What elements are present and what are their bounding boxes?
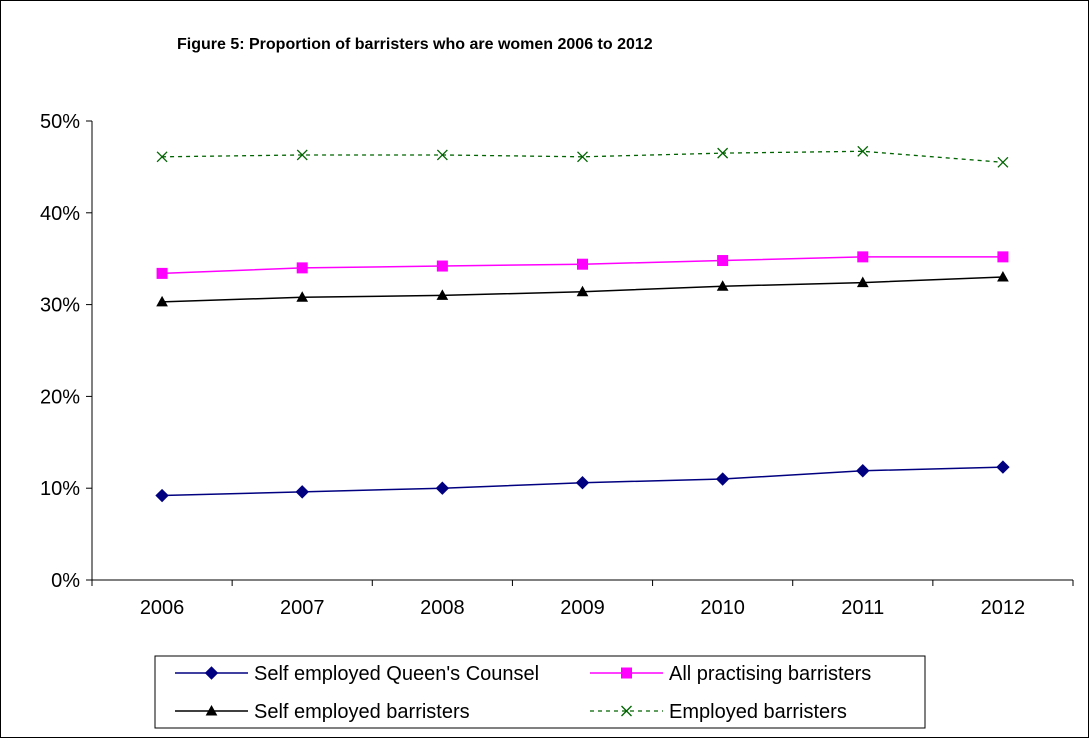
data-point-self-employed-queen-s-counsel <box>155 488 169 503</box>
data-point-self-employed-queen-s-counsel <box>435 481 450 495</box>
axes: 0% 10% 20% 30% 40% 50% 2006 2007 2008 2009 2010 201… <box>40 111 1074 619</box>
x-tick-label: 2010 <box>700 597 745 619</box>
data-point-self-employed-barristers <box>856 276 869 288</box>
y-tick-label: 50% <box>40 111 80 133</box>
data-point-self-employed-barristers <box>156 295 168 307</box>
x-tick-label: 2011 <box>841 597 884 619</box>
legend-entry-self-employed-barristers: Self employed barristers <box>175 701 470 723</box>
data-point-self-employed-barristers <box>296 291 309 302</box>
data-point-all-practising-barristers <box>436 260 448 272</box>
y-tick-label: 20% <box>40 386 80 408</box>
legend-marker <box>204 666 219 680</box>
data-point-employed-barristers <box>156 151 168 163</box>
data-point-all-practising-barristers <box>857 251 869 263</box>
legend-box <box>154 655 926 729</box>
data-point-self-employed-queen-s-counsel <box>856 464 870 478</box>
data-point-all-practising-barristers <box>577 258 588 270</box>
series-all-practising-barristers <box>156 251 1009 279</box>
data-point-all-practising-barristers <box>156 267 168 279</box>
marker-stroke <box>577 151 588 163</box>
x-tick-label: 2012 <box>981 597 1026 619</box>
data-point-employed-barristers <box>436 149 448 161</box>
series-self-employed-barristers <box>156 271 1009 307</box>
x-tick-label: 2008 <box>420 597 465 619</box>
legend-label: Employed barristers <box>669 701 847 723</box>
marker-stroke <box>436 149 448 161</box>
data-point-employed-barristers <box>577 151 588 163</box>
marker-stroke <box>621 705 632 717</box>
data-point-self-employed-queen-s-counsel <box>295 485 309 499</box>
y-tick-label: 40% <box>40 203 80 225</box>
legend-entry-all-practising-barristers: All practising barristers <box>590 663 871 685</box>
marker-stroke <box>997 156 1009 168</box>
legend-entry-employed-barristers: Employed barristers <box>590 701 847 723</box>
x-tick-label: 2006 <box>140 597 185 619</box>
data-point-all-practising-barristers <box>997 251 1009 263</box>
legend-label: All practising barristers <box>669 663 871 685</box>
legend: Self employed Queen's Counsel All practis… <box>154 655 926 729</box>
series-employed-barristers <box>156 145 1009 168</box>
y-tick-label: 0% <box>51 570 80 592</box>
marker-stroke <box>296 149 308 161</box>
marker-stroke <box>857 145 869 157</box>
legend-marker <box>621 705 632 717</box>
data-point-self-employed-barristers <box>997 271 1009 282</box>
legend-label: Self employed Queen's Counsel <box>254 663 539 685</box>
data-point-employed-barristers <box>997 156 1009 168</box>
data-point-all-practising-barristers <box>717 255 729 267</box>
x-tick-label: 2009 <box>560 597 605 619</box>
x-tick-label: 2007 <box>280 597 325 619</box>
data-point-employed-barristers <box>857 145 869 157</box>
legend-marker <box>205 704 218 716</box>
data-point-employed-barristers <box>717 147 729 159</box>
data-point-all-practising-barristers <box>296 262 308 274</box>
data-point-self-employed-queen-s-counsel <box>715 472 730 486</box>
legend-label: Self employed barristers <box>254 701 470 723</box>
chart-title: Figure 5: Proportion of barristers who a… <box>177 36 653 53</box>
marker-stroke <box>717 147 729 159</box>
data-point-employed-barristers <box>296 149 308 161</box>
data-point-self-employed-barristers <box>436 289 449 300</box>
legend-marker <box>621 667 632 679</box>
data-point-self-employed-queen-s-counsel <box>575 475 590 490</box>
data-point-self-employed-barristers <box>576 285 589 297</box>
marker-stroke <box>156 151 168 163</box>
data-point-self-employed-queen-s-counsel <box>996 460 1010 474</box>
series-layer <box>155 145 1010 503</box>
y-tick-label: 30% <box>40 295 80 317</box>
data-point-self-employed-barristers <box>716 280 729 291</box>
series-self-employed-queen-s-counsel <box>155 460 1010 503</box>
y-tick-label: 10% <box>40 478 80 500</box>
legend-entry-self-employed-queen-s-counsel: Self employed Queen's Counsel <box>175 663 539 685</box>
